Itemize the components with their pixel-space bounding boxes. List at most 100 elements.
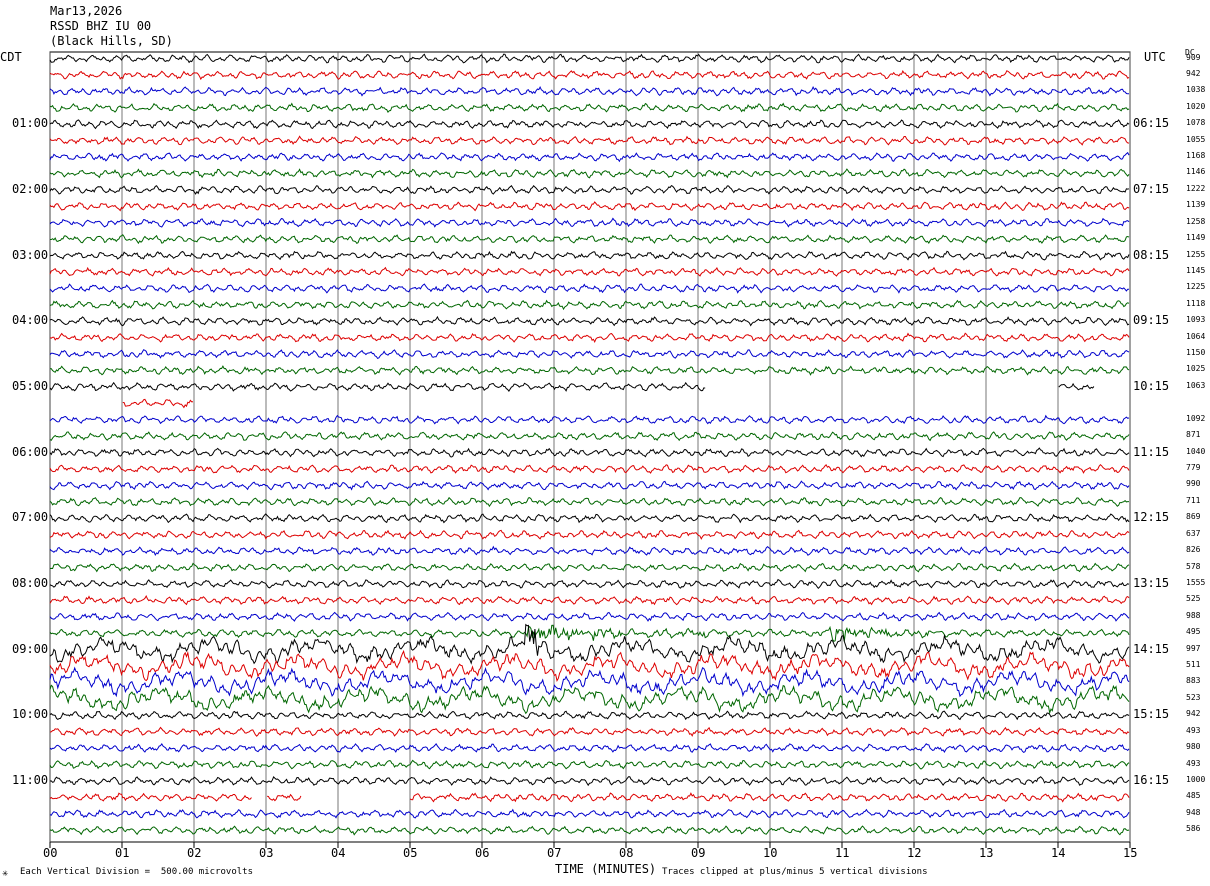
dc-offset-label: 495: [1186, 627, 1201, 637]
trace-row: [50, 234, 1130, 245]
x-tick-label: 10: [763, 846, 778, 860]
trace-row: [49, 726, 1130, 737]
trace-row: [49, 85, 1130, 97]
trace-row: [122, 398, 194, 409]
trace-row: [49, 349, 1130, 360]
dc-offset-label: 1064: [1186, 331, 1206, 341]
x-tick-label: 00: [43, 846, 58, 860]
right-hour-label: 13:15: [1133, 575, 1170, 590]
x-tick-label: 13: [979, 846, 994, 860]
trace-row: [49, 53, 1130, 64]
dc-label: DC: [1185, 48, 1195, 57]
trace-row: [49, 496, 1129, 508]
trace-row: [49, 381, 706, 392]
left-hour-label: 02:00: [12, 181, 49, 196]
trace-row: [49, 649, 1130, 682]
trace-row: [49, 332, 1130, 343]
dc-offset-label: 1222: [1186, 183, 1206, 193]
trace-row: [49, 201, 1130, 212]
trace-row: [49, 529, 1130, 540]
right-hour-label: 08:15: [1133, 247, 1170, 262]
x-tick-label: 12: [907, 846, 922, 860]
trace-row: [49, 217, 1130, 228]
trace-row: [49, 776, 1130, 787]
left-hour-label: 04:00: [12, 313, 49, 328]
left-hour-label: 07:00: [12, 510, 49, 525]
dc-offset-label: 1555: [1186, 577, 1206, 587]
trace-row: [267, 793, 302, 802]
trace-row: [49, 431, 1130, 442]
x-tick-label: 08: [619, 846, 634, 860]
x-tick-label: 02: [187, 846, 202, 860]
trace-row: [49, 447, 1130, 458]
dc-offset-label: 1139: [1186, 200, 1206, 210]
dc-offset-label: 990: [1186, 479, 1201, 489]
trace-row: [49, 792, 252, 802]
left-hour-label: 03:00: [12, 247, 49, 262]
dc-offset-label: 1150: [1186, 348, 1206, 358]
dc-offset-label: 942: [1186, 709, 1201, 719]
right-hour-label: 11:15: [1133, 444, 1170, 459]
trace-row: [49, 710, 1130, 721]
dc-offset-label: 1255: [1186, 249, 1206, 259]
dc-offset-label: 525: [1186, 594, 1201, 604]
trace-row: [49, 283, 1129, 294]
trace-row: [49, 299, 1130, 311]
trace-row: [49, 184, 1130, 195]
trace-row: [49, 266, 1130, 277]
trace-group: [49, 53, 1130, 836]
dc-offset-label: 493: [1186, 758, 1201, 768]
trace-row: [49, 578, 1130, 590]
trace-row: [49, 684, 1130, 715]
trace-row: [49, 595, 1130, 606]
x-tick-label: 01: [115, 846, 130, 860]
dc-offset-label: 1020: [1186, 101, 1206, 111]
right-hour-label: 07:15: [1133, 181, 1170, 196]
dc-offset-label: 1040: [1186, 446, 1206, 456]
left-hour-label: 09:00: [12, 641, 49, 656]
dc-offset-label: 578: [1186, 561, 1201, 571]
trace-row: [49, 624, 1130, 642]
x-tick-label: 09: [691, 846, 706, 860]
footer-scale-note: Each Vertical Division = 500.00 microvol…: [20, 867, 253, 877]
left-hour-label: 11:00: [12, 772, 49, 787]
right-hour-label: 12:15: [1133, 510, 1170, 525]
footer-marker: ✳: [2, 868, 9, 879]
header-station: RSSD BHZ IU 00: [50, 19, 152, 33]
dc-offset-label: 909: [1186, 52, 1201, 62]
x-tick-label: 06: [475, 846, 490, 860]
trace-row: [49, 414, 1130, 425]
dc-offset-label: 1093: [1186, 315, 1206, 325]
trace-row: [49, 315, 1130, 327]
trace-row: [49, 666, 1130, 698]
dc-offset-label: 1118: [1186, 298, 1206, 308]
dc-offset-label: 948: [1186, 807, 1201, 817]
dc-offset-label: 711: [1186, 495, 1201, 505]
trace-row: [49, 623, 1130, 665]
dc-offset-label: 980: [1186, 742, 1201, 752]
left-hour-label: 08:00: [12, 575, 49, 590]
dc-offset-label: 942: [1186, 68, 1201, 78]
dc-offset-label: 1092: [1186, 413, 1206, 423]
x-tick-label: 05: [403, 846, 418, 860]
right-hour-label: 14:15: [1133, 641, 1170, 656]
dc-offset-label: 869: [1186, 512, 1201, 522]
trace-row: [49, 250, 1130, 261]
x-tick-label: 15: [1123, 846, 1138, 860]
dc-offset-label: 1055: [1186, 134, 1206, 144]
right-hour-label: 10:15: [1133, 378, 1170, 393]
dc-offset-label: 1063: [1186, 380, 1206, 390]
dc-offset-label: 586: [1186, 824, 1201, 834]
dc-offset-label: 1258: [1186, 216, 1206, 226]
dc-offset-label: 1025: [1186, 364, 1206, 374]
left-hour-label: 01:00: [12, 116, 49, 131]
dc-offset-label: 523: [1186, 692, 1201, 702]
left-hour-label: 05:00: [12, 378, 49, 393]
dc-offset-label: 1000: [1186, 774, 1206, 784]
trace-row: [49, 611, 1130, 622]
dc-offset-label: 779: [1186, 463, 1201, 472]
dc-offset-label: 637: [1186, 528, 1201, 538]
dc-offset-label: 1168: [1186, 151, 1206, 161]
dc-offset-label: 997: [1186, 643, 1201, 653]
